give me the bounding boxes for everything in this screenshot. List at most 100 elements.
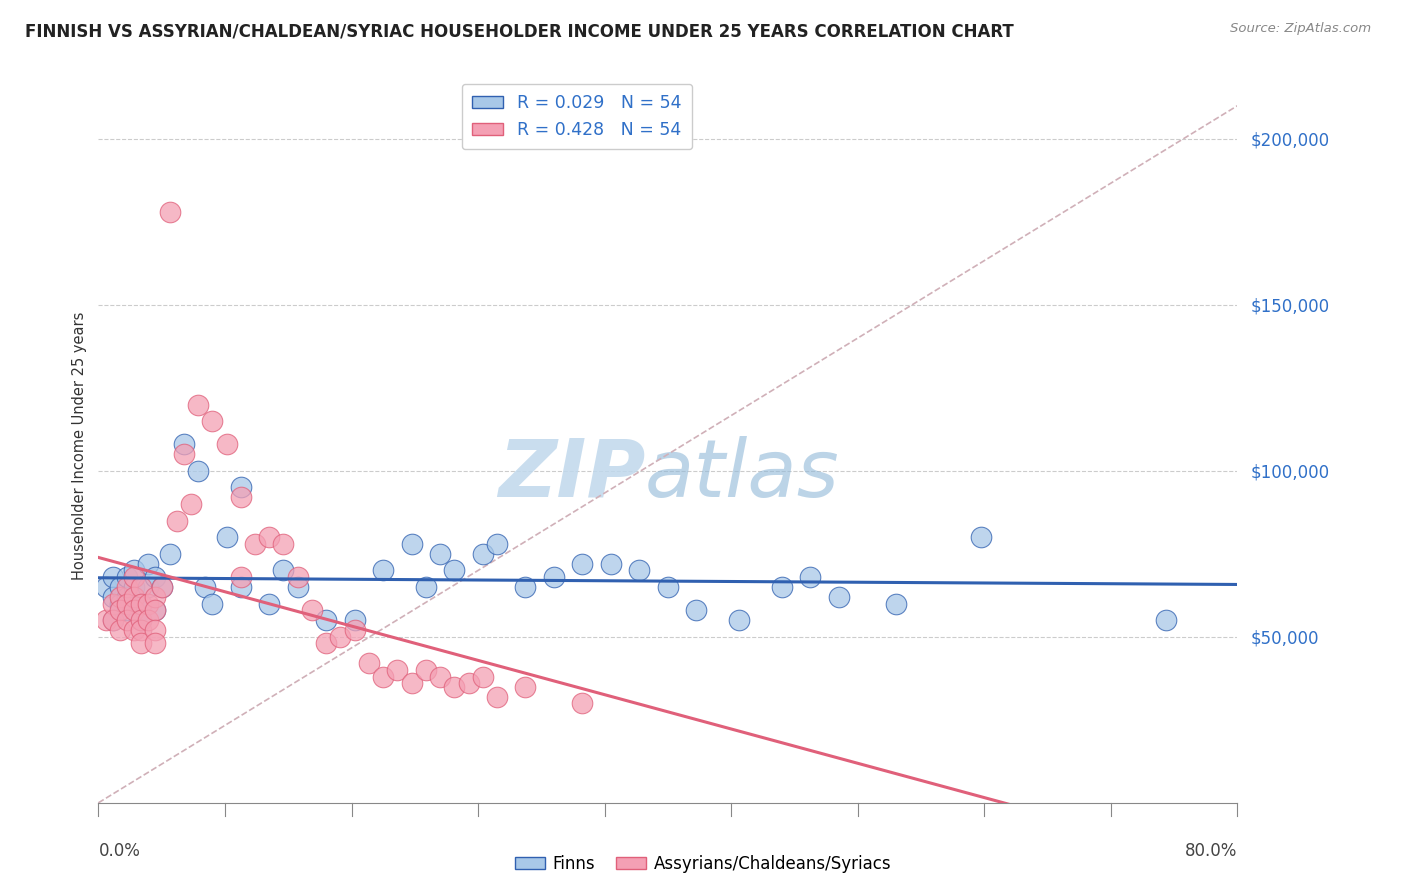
Point (273, 564, 295, 578)
Point (229, 570, 252, 584)
Point (357, 657, 380, 671)
Point (884, 597, 907, 611)
Point (401, 537, 423, 551)
Point (145, 603, 167, 617)
Point (108, 580, 131, 594)
Point (401, 676, 423, 690)
Point (457, 676, 479, 690)
Point (571, 557, 593, 571)
Point (770, 580, 793, 594)
Point (415, 663, 437, 677)
Point (243, 537, 266, 551)
Point (187, 397, 209, 411)
Point (108, 590, 131, 604)
Point (129, 580, 152, 594)
Point (373, 670, 395, 684)
Point (108, 597, 131, 611)
Point (136, 557, 159, 571)
Point (443, 564, 465, 578)
Point (145, 590, 167, 604)
Point (115, 613, 138, 627)
Point (122, 624, 145, 638)
Point (115, 580, 138, 594)
Point (136, 580, 159, 594)
Point (136, 597, 159, 611)
Point (215, 437, 238, 451)
Point (122, 570, 145, 584)
Point (108, 603, 131, 617)
Point (129, 636, 152, 650)
Point (600, 557, 623, 571)
Point (145, 636, 167, 650)
Point (101, 590, 124, 604)
Point (152, 580, 174, 594)
Point (101, 613, 124, 627)
Point (373, 564, 395, 578)
Point (129, 597, 152, 611)
Point (201, 597, 224, 611)
Point (229, 580, 252, 594)
Point (129, 603, 152, 617)
Point (970, 530, 993, 544)
Point (471, 547, 494, 561)
Y-axis label: Householder Income Under 25 years: Householder Income Under 25 years (72, 312, 87, 580)
Point (122, 564, 145, 578)
Point (343, 613, 366, 627)
Point (287, 570, 309, 584)
Text: atlas: atlas (645, 435, 839, 514)
Point (543, 570, 565, 584)
Text: 80.0%: 80.0% (1185, 842, 1237, 860)
Point (259, 597, 281, 611)
Point (387, 663, 409, 677)
Point (173, 447, 195, 461)
Point (685, 603, 707, 617)
Text: 0.0%: 0.0% (98, 842, 141, 860)
Point (799, 570, 821, 584)
Point (571, 696, 593, 710)
Point (129, 613, 152, 627)
Point (429, 547, 451, 561)
Point (129, 624, 152, 638)
Point (173, 437, 195, 451)
Point (159, 547, 181, 561)
Point (187, 464, 209, 478)
Point (115, 590, 138, 604)
Point (259, 530, 281, 544)
Point (194, 580, 217, 594)
Point (94, 613, 117, 627)
Point (180, 497, 202, 511)
Point (429, 670, 451, 684)
Point (201, 414, 224, 428)
Point (515, 680, 537, 694)
Point (94, 580, 117, 594)
Point (628, 564, 651, 578)
Point (136, 613, 159, 627)
Point (273, 537, 295, 551)
Point (343, 624, 366, 638)
Point (1154, 613, 1177, 627)
Point (159, 205, 181, 219)
Point (145, 570, 167, 584)
Point (108, 624, 131, 638)
Point (515, 580, 537, 594)
Text: ZIP: ZIP (498, 435, 645, 514)
Point (329, 630, 352, 644)
Point (301, 603, 323, 617)
Point (145, 624, 167, 638)
Point (229, 491, 252, 505)
Point (315, 613, 337, 627)
Point (152, 580, 174, 594)
Point (122, 603, 145, 617)
Point (657, 580, 679, 594)
Point (215, 530, 238, 544)
Point (115, 570, 138, 584)
Legend: Finns, Assyrians/Chaldeans/Syriacs: Finns, Assyrians/Chaldeans/Syriacs (508, 848, 898, 880)
Point (828, 590, 851, 604)
Point (486, 690, 509, 704)
Point (486, 537, 509, 551)
Point (129, 613, 152, 627)
Point (101, 613, 124, 627)
Point (728, 613, 751, 627)
Point (122, 580, 145, 594)
Point (287, 580, 309, 594)
